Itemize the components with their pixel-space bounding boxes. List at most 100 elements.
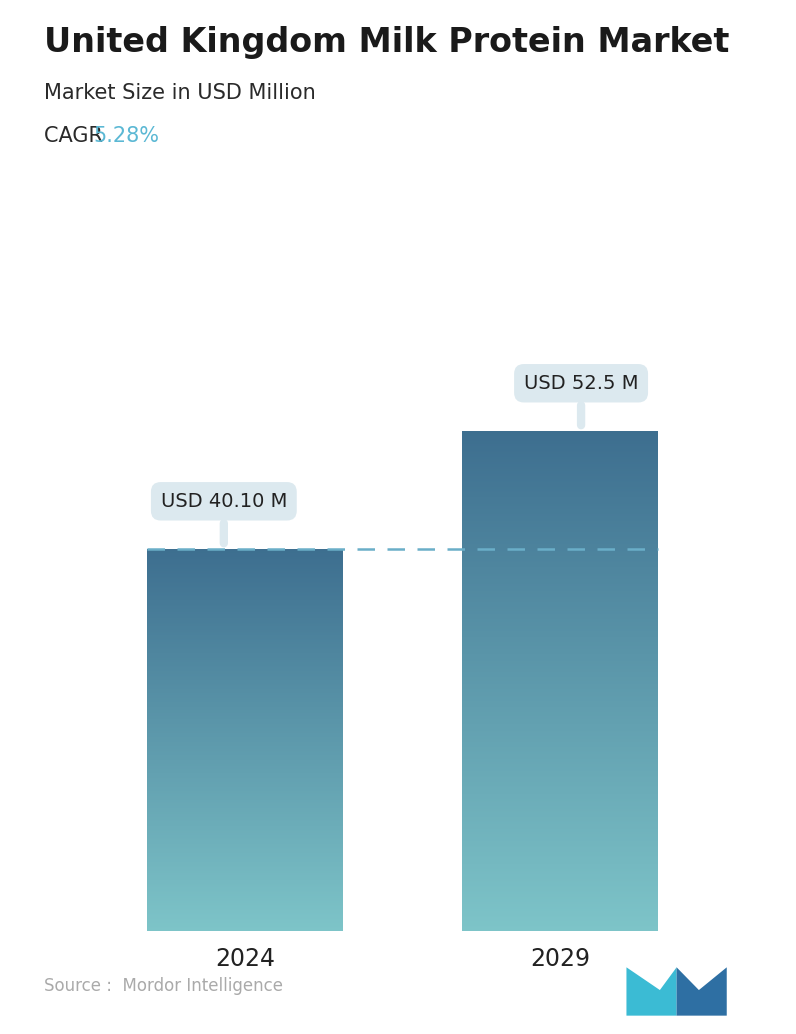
- Bar: [462, 677, 658, 679]
- Bar: [462, 925, 658, 927]
- Bar: [146, 574, 343, 576]
- Bar: [462, 437, 658, 439]
- Bar: [462, 519, 658, 521]
- Bar: [146, 811, 343, 813]
- Bar: [146, 604, 343, 605]
- Bar: [462, 500, 658, 503]
- Bar: [146, 722, 343, 723]
- Bar: [462, 729, 658, 731]
- Bar: [146, 638, 343, 639]
- Bar: [462, 566, 658, 568]
- Bar: [146, 676, 343, 677]
- Bar: [146, 611, 343, 612]
- Bar: [462, 731, 658, 732]
- Bar: [462, 562, 658, 565]
- Bar: [462, 753, 658, 754]
- Bar: [146, 588, 343, 589]
- Bar: [146, 787, 343, 788]
- Bar: [462, 579, 658, 581]
- Bar: [462, 674, 658, 676]
- Bar: [146, 872, 343, 874]
- Bar: [462, 756, 658, 757]
- Bar: [146, 681, 343, 682]
- Bar: [462, 709, 658, 710]
- Bar: [146, 772, 343, 774]
- Bar: [146, 661, 343, 662]
- Bar: [146, 705, 343, 706]
- Bar: [146, 737, 343, 738]
- Bar: [462, 748, 658, 749]
- Bar: [146, 680, 343, 681]
- Bar: [146, 710, 343, 711]
- Bar: [146, 723, 343, 725]
- Bar: [462, 453, 658, 454]
- Bar: [146, 849, 343, 850]
- Bar: [462, 541, 658, 543]
- Bar: [146, 704, 343, 705]
- Bar: [462, 521, 658, 522]
- Bar: [146, 792, 343, 793]
- Bar: [146, 561, 343, 562]
- Bar: [462, 475, 658, 476]
- Bar: [462, 877, 658, 879]
- Bar: [462, 792, 658, 794]
- Bar: [146, 578, 343, 579]
- Bar: [146, 716, 343, 717]
- Bar: [146, 797, 343, 798]
- Bar: [146, 830, 343, 831]
- Bar: [146, 687, 343, 688]
- Bar: [146, 837, 343, 838]
- Bar: [146, 803, 343, 804]
- Bar: [462, 862, 658, 864]
- Bar: [462, 609, 658, 611]
- Bar: [462, 492, 658, 494]
- Bar: [462, 740, 658, 742]
- Bar: [462, 636, 658, 637]
- Bar: [146, 656, 343, 657]
- Bar: [146, 782, 343, 783]
- Bar: [146, 848, 343, 849]
- Bar: [462, 697, 658, 699]
- Bar: [146, 859, 343, 860]
- Bar: [146, 835, 343, 837]
- Bar: [462, 533, 658, 535]
- Bar: [146, 903, 343, 904]
- Bar: [146, 664, 343, 665]
- Bar: [462, 783, 658, 784]
- Bar: [462, 661, 658, 663]
- Bar: [462, 554, 658, 556]
- Bar: [146, 726, 343, 727]
- Bar: [146, 908, 343, 909]
- Bar: [462, 639, 658, 641]
- Bar: [146, 639, 343, 640]
- Bar: [146, 820, 343, 821]
- Bar: [146, 751, 343, 753]
- Bar: [146, 865, 343, 866]
- Bar: [146, 885, 343, 886]
- Bar: [146, 621, 343, 622]
- Bar: [462, 669, 658, 671]
- Bar: [146, 550, 343, 551]
- Bar: [146, 819, 343, 820]
- Bar: [146, 925, 343, 926]
- Bar: [462, 691, 658, 693]
- Bar: [462, 791, 658, 792]
- Bar: [462, 822, 658, 824]
- Bar: [146, 920, 343, 921]
- Bar: [462, 581, 658, 582]
- Bar: [146, 617, 343, 619]
- Bar: [462, 759, 658, 761]
- Bar: [462, 716, 658, 718]
- Bar: [146, 882, 343, 883]
- Bar: [462, 824, 658, 825]
- Bar: [462, 535, 658, 536]
- Bar: [146, 717, 343, 718]
- Bar: [462, 860, 658, 862]
- Bar: [462, 901, 658, 903]
- Bar: [146, 683, 343, 685]
- Bar: [462, 658, 658, 659]
- Bar: [462, 789, 658, 791]
- Bar: [462, 922, 658, 924]
- Bar: [146, 570, 343, 571]
- Bar: [462, 707, 658, 709]
